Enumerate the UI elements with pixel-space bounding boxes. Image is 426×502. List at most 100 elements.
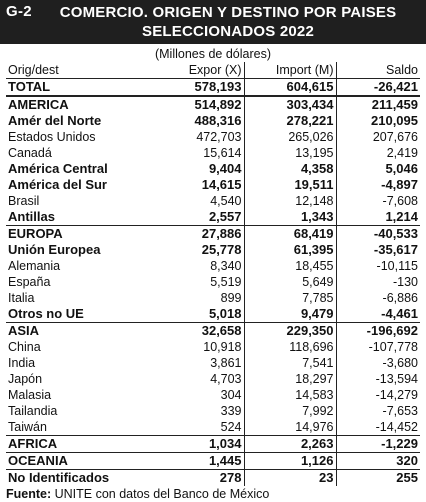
- cell-expor: 5,018: [156, 306, 245, 323]
- table-row: América del Sur 14,615 19,511 -4,897: [6, 177, 420, 193]
- cell-origin: EUROPA: [8, 226, 63, 241]
- cell-import: 7,785: [244, 290, 337, 306]
- cell-origin: No Identificados: [8, 470, 110, 485]
- cell-import: 604,615: [244, 78, 337, 97]
- cell-saldo: -10,115: [376, 259, 418, 273]
- table-row: EUROPA 27,886 68,419 -40,533: [6, 225, 420, 242]
- table-row: Unión Europea 25,778 61,395 -35,617: [6, 242, 420, 258]
- cell-saldo: 211,459: [371, 97, 418, 112]
- table-row: Brasil 4,540 12,148 -7,608: [6, 193, 420, 209]
- cell-import: 278,221: [244, 113, 337, 129]
- cell-saldo: 255: [396, 470, 418, 485]
- cell-import: 1,126: [244, 452, 337, 470]
- cell-origin: Italia: [8, 291, 35, 305]
- table-row: TOTAL 578,193 604,615 -26,421: [6, 78, 420, 97]
- cell-origin: América del Sur: [8, 177, 107, 192]
- cell-origin: China: [8, 340, 41, 354]
- cell-saldo: 207,676: [372, 130, 418, 144]
- cell-import: 303,434: [244, 96, 337, 113]
- table-row: Japón 4,703 18,297 -13,594: [6, 371, 420, 387]
- chart-title-line2: SELECCIONADOS 2022: [142, 23, 314, 40]
- cell-saldo: -130: [392, 275, 418, 289]
- cell-import: 118,696: [244, 339, 337, 355]
- cell-expor: 339: [156, 403, 245, 419]
- cell-import: 61,395: [244, 242, 337, 258]
- cell-origin: Canadá: [8, 146, 52, 160]
- column-header-row: Orig/dest Expor (X) Import (M) Saldo: [6, 62, 420, 79]
- cell-import: 265,026: [244, 129, 337, 145]
- table-body: TOTAL 578,193 604,615 -26,421 AMERICA 514,892…: [6, 78, 420, 486]
- cell-origin: TOTAL: [6, 78, 156, 97]
- table-row: AMERICA 514,892 303,434 211,459: [6, 96, 420, 113]
- cell-expor: 304: [156, 387, 245, 403]
- cell-origin: ASIA: [8, 323, 40, 338]
- cell-import: 4,358: [244, 161, 337, 177]
- cell-expor: 8,340: [156, 258, 245, 274]
- cell-import: 19,511: [244, 177, 337, 193]
- table-row: Canadá 15,614 13,195 2,419: [6, 145, 420, 161]
- cell-import: 9,479: [244, 306, 337, 323]
- cell-origin: Unión Europea: [8, 242, 101, 257]
- cell-origin: AMERICA: [8, 97, 69, 112]
- cell-import: 229,350: [244, 322, 337, 339]
- cell-expor: 899: [156, 290, 245, 306]
- cell-expor: 1,034: [156, 435, 245, 453]
- cell-origin: Taiwán: [6, 419, 156, 436]
- cell-saldo: -7,653: [382, 404, 418, 418]
- cell-saldo: -6,886: [382, 291, 418, 305]
- cell-origin: España: [8, 275, 51, 289]
- cell-origin: Amér del Norte: [8, 113, 102, 128]
- cell-origin: Antillas: [6, 209, 156, 226]
- cell-expor: 27,886: [156, 225, 245, 242]
- cell-import: 13,195: [244, 145, 337, 161]
- cell-saldo: 320: [336, 452, 420, 470]
- cell-origin: Tailandia: [8, 404, 58, 418]
- cell-expor: 10,918: [156, 339, 245, 355]
- chart-title: COMERCIO. ORIGEN Y DESTINO POR PAISES SE…: [6, 3, 420, 41]
- chart-title-line1: COMERCIO. ORIGEN Y DESTINO POR PAISES: [59, 4, 397, 21]
- table-row: No Identificados 278 23 255: [6, 469, 420, 486]
- cell-saldo: -14,452: [336, 419, 420, 436]
- cell-import: 7,992: [244, 403, 337, 419]
- table-row: Italia 899 7,785 -6,886: [6, 290, 420, 306]
- cell-expor: 5,519: [156, 274, 245, 290]
- cell-import: 23: [244, 469, 337, 486]
- cell-origin: India: [8, 356, 36, 370]
- cell-expor: 3,861: [156, 355, 245, 371]
- table-row: Estados Unidos 472,703 265,026 207,676: [6, 129, 420, 145]
- cell-saldo: -40,533: [373, 226, 418, 241]
- table-row: ASIA 32,658 229,350 -196,692: [6, 322, 420, 339]
- source-label: Fuente:: [6, 487, 52, 501]
- cell-saldo: -196,692: [366, 323, 418, 338]
- cell-saldo: -13,594: [375, 372, 418, 386]
- cell-expor: 32,658: [156, 322, 245, 339]
- table-row: Alemania 8,340 18,455 -10,115: [6, 258, 420, 274]
- cell-expor: 9,404: [156, 161, 245, 177]
- cell-saldo: -4,897: [381, 177, 418, 192]
- cell-expor: 472,703: [156, 129, 245, 145]
- table-row: India 3,861 7,541 -3,680: [6, 355, 420, 371]
- source-text: UNITE con datos del Banco de México: [54, 487, 270, 501]
- cell-expor: 14,615: [156, 177, 245, 193]
- table-row: China 10,918 118,696 -107,778: [6, 339, 420, 355]
- cell-import: 18,455: [244, 258, 337, 274]
- cell-origin: Estados Unidos: [8, 130, 96, 144]
- chart-code: G-2: [6, 3, 32, 20]
- cell-origin: Japón: [8, 372, 43, 386]
- cell-import: 2,263: [244, 435, 337, 453]
- cell-origin: Brasil: [8, 194, 40, 208]
- column-header-saldo: Saldo: [336, 62, 420, 79]
- table-row: Amér del Norte 488,316 278,221 210,095: [6, 113, 420, 129]
- cell-saldo: -3,680: [382, 356, 418, 370]
- cell-saldo: -1,229: [336, 435, 420, 453]
- column-header-origin: Orig/dest: [6, 62, 156, 79]
- cell-saldo: -35,617: [373, 242, 418, 257]
- column-header-expor: Expor (X): [156, 62, 245, 79]
- cell-saldo: 1,214: [336, 209, 420, 226]
- table-row: Otros no UE 5,018 9,479 -4,461: [6, 306, 420, 323]
- cell-expor: 25,778: [156, 242, 245, 258]
- cell-import: 18,297: [244, 371, 337, 387]
- cell-origin: Otros no UE: [6, 306, 156, 323]
- cell-saldo: -26,421: [336, 78, 420, 97]
- trade-table: Orig/dest Expor (X) Import (M) Saldo TOT…: [6, 62, 420, 486]
